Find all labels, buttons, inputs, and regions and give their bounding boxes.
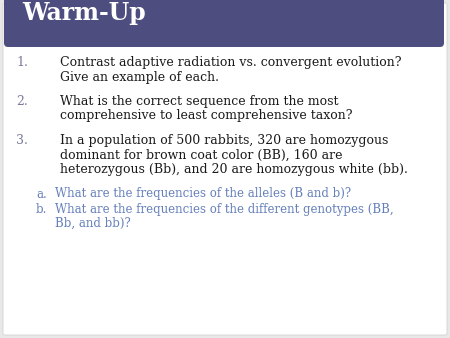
FancyBboxPatch shape	[3, 3, 447, 335]
Text: 3.: 3.	[16, 134, 28, 147]
Text: comprehensive to least comprehensive taxon?: comprehensive to least comprehensive tax…	[60, 110, 352, 122]
Text: Give an example of each.: Give an example of each.	[60, 71, 219, 83]
Text: 2.: 2.	[16, 95, 28, 108]
Text: heterozygous (Bb), and 20 are homozygous white (bb).: heterozygous (Bb), and 20 are homozygous…	[60, 163, 408, 176]
Text: What are the frequencies of the different genotypes (BB,: What are the frequencies of the differen…	[55, 203, 394, 216]
Text: 1.: 1.	[16, 56, 28, 69]
Text: What is the correct sequence from the most: What is the correct sequence from the mo…	[60, 95, 338, 108]
Text: b.: b.	[36, 203, 47, 216]
FancyBboxPatch shape	[4, 0, 444, 47]
Text: What are the frequencies of the alleles (B and b)?: What are the frequencies of the alleles …	[55, 188, 351, 200]
Text: Bb, and bb)?: Bb, and bb)?	[55, 217, 131, 230]
Text: dominant for brown coat color (BB), 160 are: dominant for brown coat color (BB), 160 …	[60, 148, 342, 162]
Text: In a population of 500 rabbits, 320 are homozygous: In a population of 500 rabbits, 320 are …	[60, 134, 388, 147]
Text: a.: a.	[36, 188, 47, 200]
Text: Warm-Up: Warm-Up	[22, 1, 146, 25]
Text: Contrast adaptive radiation vs. convergent evolution?: Contrast adaptive radiation vs. converge…	[60, 56, 401, 69]
